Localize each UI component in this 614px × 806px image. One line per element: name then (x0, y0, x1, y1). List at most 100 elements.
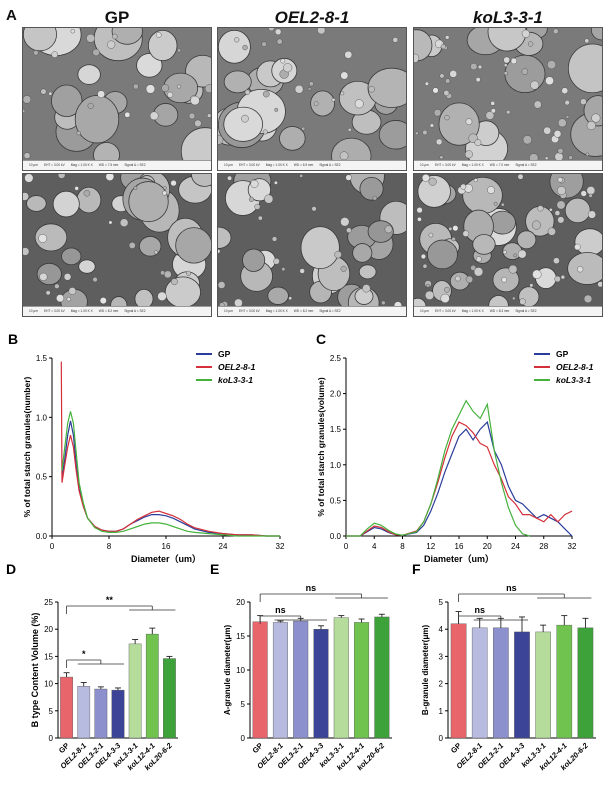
starch-granule-small (274, 28, 282, 36)
x-tick-label: GP (449, 741, 463, 755)
bar (514, 631, 530, 739)
y-tick-label: 4 (439, 625, 444, 634)
starch-granule-small (433, 109, 442, 117)
starch-granule-small (83, 189, 91, 197)
starch-granule-small (465, 118, 473, 126)
starch-granule-small (465, 275, 473, 284)
starch-granule-small (440, 293, 450, 303)
sem-info-bar: 10 μm EHT = 3.00 kV Mag = 1.00 K X WD = 8.2… (23, 306, 211, 316)
starch-granule-small (553, 28, 559, 35)
starch-granule-small (560, 275, 566, 280)
starch-granule-small (381, 300, 386, 306)
starch-granule-small (454, 275, 461, 282)
legend-label: OEL2-8-1 (556, 362, 594, 372)
starch-granule (23, 28, 57, 52)
starch-granule-small (435, 138, 443, 146)
starch-granule-small (485, 111, 495, 120)
starch-granule-small (33, 50, 39, 56)
starch-granule-small (331, 98, 336, 102)
starch-granule-small (262, 90, 270, 98)
starch-granule-small (519, 298, 526, 305)
bar (493, 627, 509, 739)
starch-granule-small (66, 297, 71, 302)
sem-info-text: EHT = 3.00 kV (238, 309, 260, 313)
sem-info-text: WD = 7.5 mm (98, 163, 119, 167)
starch-granule-small (145, 84, 156, 94)
starch-granule-small (271, 236, 278, 242)
starch-granule-small (57, 174, 66, 179)
starch-granule-small (76, 131, 81, 136)
bar (374, 616, 390, 739)
starch-granule-small (258, 215, 263, 221)
starch-granule-small (490, 101, 495, 106)
starch-granule-small (597, 281, 602, 288)
panel-letter: E (210, 561, 219, 577)
starch-granule-small (487, 186, 495, 194)
starch-granule-small (452, 225, 459, 232)
sem-micrograph: 10 μm EHT = 3.00 kV Mag = 1.00 K X WD = 8.3… (413, 173, 603, 317)
bar (128, 643, 142, 739)
starch-granule-small (23, 247, 30, 256)
bar (313, 628, 329, 739)
x-axis-label: Diameter（um） (131, 554, 201, 564)
starch-granule-small (545, 76, 554, 86)
starch-granule-small (464, 150, 473, 159)
starch-granule-small (48, 91, 53, 96)
legend-label: koL3-3-1 (556, 375, 591, 385)
panel-letter: B (8, 331, 18, 347)
bar (535, 631, 551, 739)
starch-granule-small (133, 186, 138, 190)
sem-info-text: Mag = 1.00 K X (70, 163, 93, 167)
starch-granule-small (177, 48, 181, 53)
starch-granule-small (448, 226, 453, 231)
significance-label: * (82, 649, 86, 659)
starch-granule-small (533, 100, 542, 109)
starch-granule-small (426, 283, 430, 288)
starch-granule (134, 288, 154, 307)
bar (163, 658, 176, 739)
starch-granule-small (56, 294, 65, 303)
bar (94, 688, 108, 739)
y-axis-label: % of total starch granules(number) (22, 376, 32, 517)
starch-granule-small (186, 270, 191, 276)
y-tick-label: 2.5 (330, 354, 342, 363)
starch-granule-small (87, 102, 94, 109)
sem-info-text: Signal A = SE2 (515, 309, 537, 313)
starch-granule-small (529, 153, 539, 161)
starch-granule-small (242, 44, 248, 51)
y-axis-label: B type Content Volume (%) (30, 613, 40, 728)
starch-granule-small (503, 71, 508, 76)
sem-info-text: Mag = 1.00 K X (70, 309, 93, 313)
starch-granule (352, 243, 373, 263)
bar (471, 627, 488, 739)
starch-granule (310, 90, 335, 117)
starch-granule-small (477, 64, 483, 70)
starch-granule-small (63, 273, 72, 281)
starch-granule (136, 53, 163, 78)
starch-granule (147, 29, 178, 62)
starch-granule-small (105, 174, 115, 181)
starch-granule-small (417, 217, 422, 222)
starch-granule-small (445, 78, 451, 84)
y-tick-label: 20 (44, 625, 53, 634)
x-axis-label: Diameter（um） (424, 554, 494, 564)
sem-scale-label: 10 μm (420, 163, 429, 167)
starch-granule-small (439, 73, 445, 79)
starch-granule-small (473, 178, 478, 182)
bar (77, 686, 91, 739)
bar (556, 624, 573, 739)
legend-label: GP (556, 349, 569, 359)
starch-granule-small (268, 28, 275, 32)
series-line (61, 411, 280, 537)
starch-granule-small (503, 63, 508, 68)
sem-info-text: EHT = 3.00 kV (238, 163, 260, 167)
starch-granule-small (577, 266, 584, 273)
y-tick-label: 5 (49, 707, 54, 716)
starch-granule-small (561, 87, 569, 95)
y-tick-label: 1.0 (330, 461, 342, 470)
starch-granule (111, 28, 143, 45)
starch-granule-small (133, 83, 139, 90)
starch-granule-small (39, 272, 48, 281)
starch-granule-small (274, 107, 279, 112)
